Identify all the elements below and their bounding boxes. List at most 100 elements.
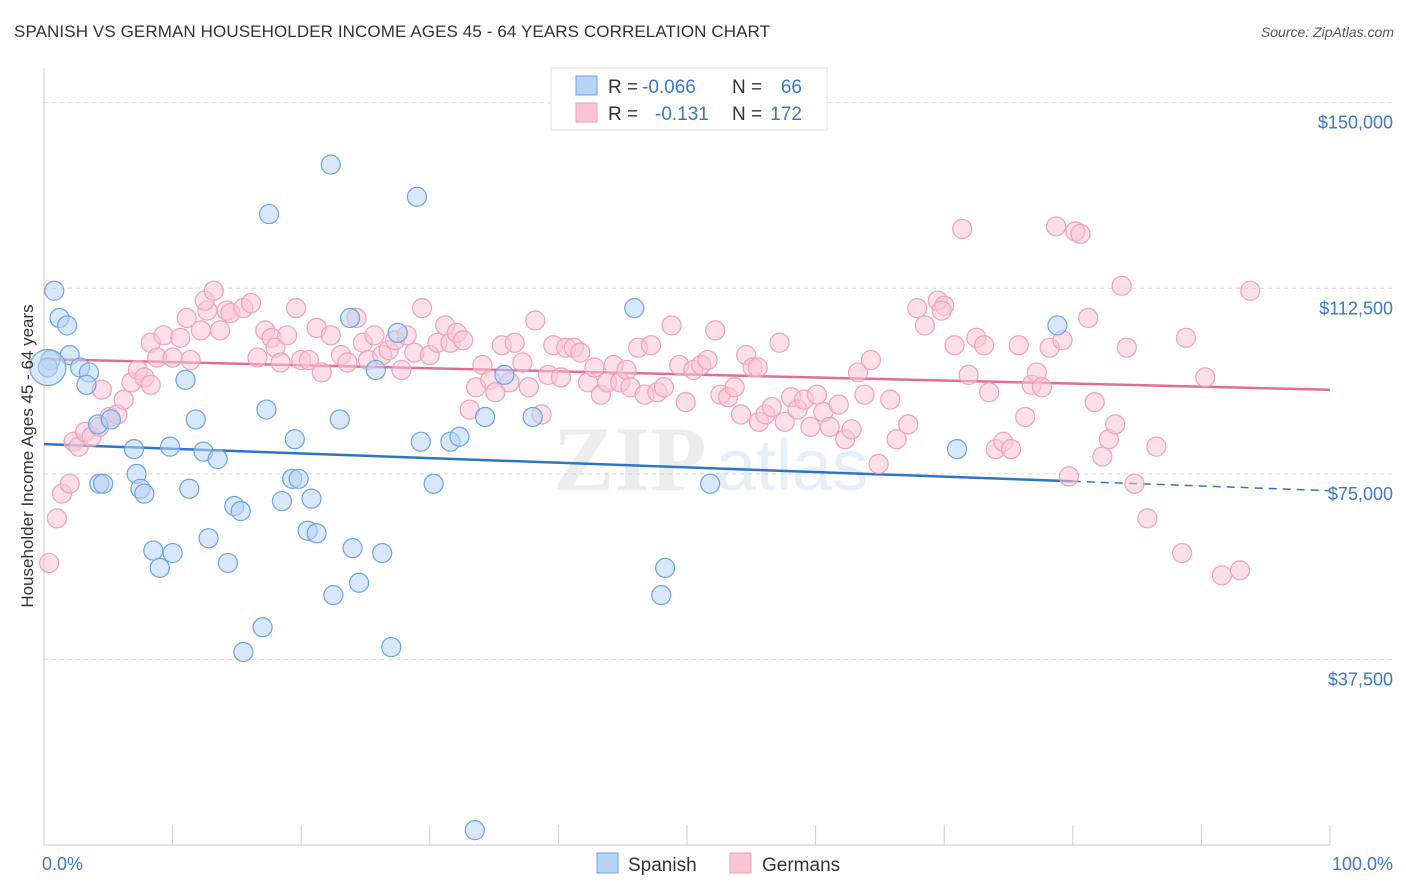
point-germans (247, 347, 268, 368)
point-germans (1058, 466, 1080, 487)
point-germans (1111, 275, 1132, 296)
point-germans (1240, 280, 1261, 301)
point-germans (769, 332, 790, 353)
point-germans (914, 315, 936, 336)
point-germans (868, 453, 889, 475)
legend-label-germans: Germans (762, 855, 840, 876)
point-germans (525, 310, 546, 331)
point-germans (973, 335, 995, 356)
point-spanish (449, 426, 470, 447)
point-germans (616, 359, 637, 381)
point-germans (270, 352, 291, 373)
point-germans (518, 377, 539, 398)
y-tick-label: $112,500 (1319, 298, 1393, 318)
point-germans (931, 300, 952, 321)
point-germans (898, 414, 919, 435)
point-germans (1105, 414, 1126, 435)
point-germans (847, 362, 869, 383)
point-spanish (134, 483, 155, 504)
stats-legend-swatch-germans (575, 102, 598, 123)
y-tick-label: $75,000 (1328, 484, 1393, 504)
point-germans (819, 416, 840, 437)
point-spanish (406, 186, 428, 207)
point-germans (886, 429, 907, 450)
point-germans (550, 367, 572, 388)
point-spanish (258, 203, 280, 225)
point-germans (113, 389, 134, 410)
point-germans (724, 377, 745, 398)
point-germans (880, 389, 901, 410)
point-germans (153, 325, 174, 346)
point-germans (854, 384, 875, 405)
point-germans (584, 357, 605, 378)
point-germans (512, 352, 533, 373)
point-germans (203, 280, 224, 301)
point-germans (952, 218, 973, 240)
point-germans (39, 552, 60, 574)
y-tick-labels: $150,000 $112,500 $75,000 $37,500 (1318, 113, 1393, 690)
source-credit: Source: ZipAtlas.com (1260, 24, 1394, 40)
point-germans (761, 396, 782, 418)
stats-r-value-spanish: -0.066 (642, 77, 696, 98)
point-germans (285, 298, 307, 319)
stats-n-value-germans: 172 (770, 104, 802, 125)
point-germans (1031, 377, 1053, 398)
point-spanish (179, 478, 200, 499)
point-germans (705, 320, 726, 341)
point-germans (162, 347, 183, 368)
y-axis-title: Householder Income Ages 45 - 64 years (18, 304, 37, 607)
point-germans (675, 392, 696, 413)
point-germans (570, 342, 591, 363)
point-spanish (320, 154, 341, 175)
stats-r-value-germans: -0.131 (655, 104, 709, 125)
gridlines (44, 102, 1395, 660)
point-germans (697, 349, 718, 371)
point-germans (1045, 216, 1067, 237)
point-spanish (381, 636, 402, 658)
point-germans (1172, 542, 1193, 564)
point-spanish (474, 406, 496, 428)
point-germans (1175, 327, 1197, 348)
point-germans (504, 332, 525, 353)
point-spanish (100, 409, 121, 430)
point-germans (170, 327, 191, 348)
point-spanish (372, 542, 393, 564)
series-legend: Spanish Germans (596, 852, 840, 876)
stats-n-value-spanish: 66 (781, 77, 802, 98)
point-germans (1116, 337, 1137, 358)
point-spanish (301, 488, 322, 509)
point-germans (774, 411, 795, 433)
point-germans (1229, 560, 1251, 581)
point-spanish (230, 500, 251, 522)
y-tick-label: $37,500 (1328, 669, 1393, 689)
point-spanish (387, 322, 408, 343)
point-germans (411, 298, 433, 319)
point-germans (240, 293, 262, 314)
watermark-zip: ZIP (553, 408, 706, 510)
point-germans (730, 404, 752, 425)
point-spanish (123, 439, 145, 460)
point-spanish (175, 369, 196, 390)
point-germans (298, 349, 320, 371)
legend-label-spanish: Spanish (628, 855, 697, 876)
point-germans (944, 335, 965, 356)
point-spanish (323, 585, 344, 606)
data-points (29, 154, 1261, 841)
point-spanish (149, 557, 170, 578)
point-spanish (329, 409, 350, 430)
point-germans (828, 394, 849, 415)
point-spanish (252, 617, 273, 638)
point-germans (391, 359, 412, 381)
point-germans (1137, 508, 1158, 529)
point-spanish (284, 429, 305, 450)
point-germans (1211, 565, 1233, 586)
stats-legend: R = -0.066 N = 66 R = -0.131 N = 172 (550, 67, 828, 131)
point-germans (320, 325, 341, 346)
point-germans (640, 335, 662, 356)
point-spanish (655, 557, 676, 578)
point-germans (1124, 473, 1145, 494)
point-spanish (464, 820, 485, 841)
point-spanish (288, 468, 309, 489)
point-germans (800, 416, 821, 437)
